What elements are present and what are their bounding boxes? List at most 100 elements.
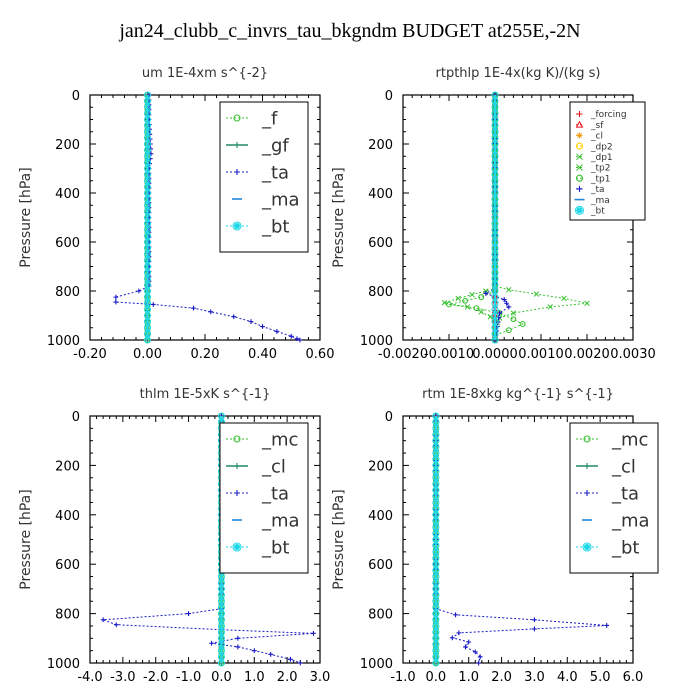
legend-label: _forcing (590, 110, 627, 120)
y-tick-label: 600 (55, 236, 80, 251)
legend-marker (232, 542, 242, 552)
legend-marker (574, 205, 585, 215)
data-point (464, 304, 471, 310)
y-tick-label: 800 (55, 285, 80, 300)
data-point (268, 651, 274, 657)
legend-label: _ma (261, 189, 300, 210)
x-tick-label: 0.0000 (472, 347, 518, 362)
legend-label: _cl (611, 456, 636, 477)
legend-marker (233, 435, 241, 443)
figure-title: jan24_clubb_c_invrs_tau_bkgndm BUDGET at… (119, 20, 581, 42)
legend-label: _tp2 (590, 164, 610, 174)
legend-label: _cl (590, 132, 603, 142)
legend-label: _ta (261, 483, 289, 504)
data-point (547, 304, 553, 310)
data-point (260, 324, 265, 329)
data-point (473, 305, 480, 312)
x-tick-label: 0.0 (426, 670, 447, 685)
data-point (532, 617, 537, 623)
x-tick-label: -3.0 (110, 670, 135, 685)
legend-label: _f (261, 108, 278, 129)
data-point (532, 626, 537, 632)
data-point (113, 299, 119, 305)
data-point (604, 623, 610, 628)
legend-marker (233, 114, 241, 122)
y-tick-label: 0 (385, 410, 393, 425)
legend-marker (576, 185, 583, 192)
data-point (456, 630, 462, 636)
legend-marker-fill (234, 544, 240, 550)
y-tick-label: 200 (368, 138, 393, 153)
legend-marker (582, 542, 592, 552)
legend-label: _ta (590, 185, 605, 195)
data-point (208, 309, 214, 315)
data-point (100, 617, 106, 623)
data-point (441, 300, 448, 306)
x-tick-label: -4.0 (77, 670, 102, 685)
data-point (462, 297, 469, 304)
panel-1: um 1E-4xm s^{-2} -0.20 0.00 0.20 0.40 0.60 0 20… (18, 66, 334, 362)
panel-3: thlm 1E-5xK s^{-1} -4.0 -3.0 -2.0 -1.0 0.0 1.0… (18, 387, 330, 685)
legend-marker (576, 132, 583, 139)
data-point (561, 295, 567, 302)
data-point (297, 660, 303, 666)
data-point (472, 649, 478, 655)
y-axis-label: Pressure [hPa] (331, 489, 347, 589)
legend-marker-fill (584, 544, 590, 550)
panel-title: um 1E-4xm s^{-2} (142, 66, 268, 81)
legend-label: _dp2 (590, 142, 613, 152)
legend-label: _ta (261, 162, 289, 183)
data-point (209, 640, 214, 646)
data-point (311, 630, 316, 636)
data-point (143, 336, 152, 344)
panel-title: rtpthlp 1E-4x(kg K)/(kg s) (436, 66, 601, 81)
data-point (491, 336, 499, 344)
data-point (294, 336, 300, 342)
legend-label: _ma (261, 510, 300, 531)
x-tick-label: 0.60 (306, 347, 335, 362)
x-tick-label: 2.0 (277, 670, 298, 685)
data-point (510, 316, 517, 323)
data-point (476, 660, 481, 666)
legend-marker (575, 142, 584, 150)
y-tick-label: 600 (368, 236, 393, 251)
data-point (505, 327, 512, 334)
x-tick-label: -0.0020 (378, 347, 428, 362)
legend-marker (234, 463, 240, 469)
data-point (584, 300, 590, 307)
x-tick-label: 0.20 (191, 347, 220, 362)
x-tick-label: 0.0020 (564, 347, 610, 362)
x-tick-label: -2.0 (143, 670, 168, 685)
series-bt (143, 91, 152, 344)
y-tick-label: 0 (385, 89, 393, 104)
x-tick-label: 0.0 (211, 670, 232, 685)
y-tick-label: 0 (72, 410, 80, 425)
legend-label: _dp1 (590, 153, 613, 163)
data-point (478, 309, 484, 315)
x-tick-label: 2.0 (491, 670, 512, 685)
data-point (463, 644, 468, 650)
data-point (150, 302, 156, 307)
legend-label: _ma (590, 196, 610, 206)
y-tick-label: 200 (55, 138, 80, 153)
legend-label: _ta (611, 483, 639, 504)
y-tick-label: 600 (55, 558, 80, 573)
data-point (455, 295, 461, 302)
data-point (113, 294, 119, 300)
data-point (248, 319, 254, 325)
data-point (191, 305, 196, 311)
legend-marker-fill (234, 223, 240, 229)
y-axis-label: Pressure [hPa] (18, 489, 34, 589)
data-point (251, 648, 257, 654)
data-point (519, 321, 526, 328)
y-tick-label: 1000 (47, 657, 80, 672)
legend-marker (575, 174, 584, 182)
legend-label: _bt (590, 206, 605, 216)
data-point (231, 314, 237, 320)
legend-marker (576, 153, 583, 161)
legend-label: _ma (611, 510, 650, 531)
legend-label: _bt (611, 537, 639, 558)
data-point (235, 635, 241, 641)
legend: _mc _cl _ta _ma _bt (219, 422, 309, 574)
x-tick-label: 3.0 (310, 670, 331, 685)
